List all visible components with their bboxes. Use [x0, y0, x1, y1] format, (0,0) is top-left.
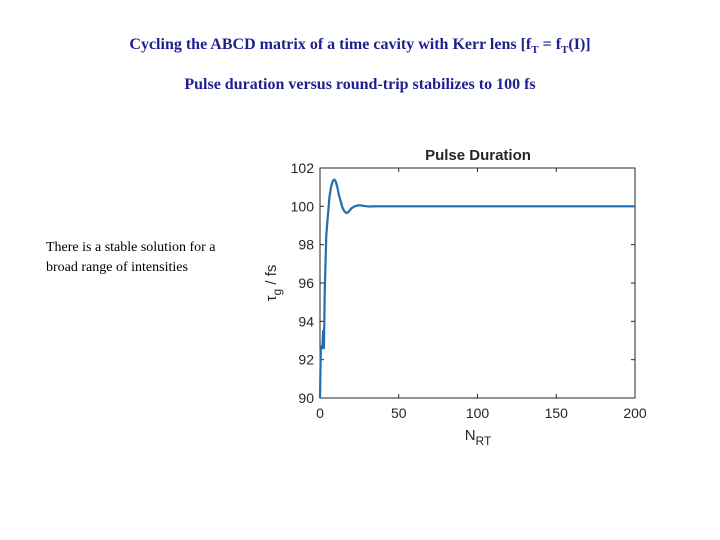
y-tick-label: 90	[298, 390, 314, 406]
chart-title: Pulse Duration	[425, 147, 531, 164]
slide-title-mid: = f	[538, 36, 562, 53]
data-series	[318, 178, 635, 399]
x-tick-label: 50	[391, 405, 407, 421]
y-tick-label: 92	[298, 352, 314, 368]
y-tick-label: 100	[291, 198, 315, 214]
y-tick-label: 94	[298, 313, 314, 329]
y-axis-ticks: 90 92 94 96 98 100 102	[291, 160, 635, 406]
side-note: There is a stable solution for a broad r…	[46, 240, 216, 275]
y-tick-label: 98	[298, 237, 314, 253]
x-axis-label: NRT	[465, 427, 492, 448]
x-axis-ticks: 0 50 100 150 200	[316, 168, 647, 421]
x-tick-label: 100	[466, 405, 490, 421]
pulse-duration-chart: Pulse Duration 90 92 94 96 98 100 102 0 50 100 15…	[263, 147, 647, 448]
pulse-duration-line	[318, 178, 635, 399]
y-tick-label: 102	[291, 160, 315, 176]
x-tick-label: 150	[545, 405, 569, 421]
slide-subtitle: Pulse duration versus round-trip stabili…	[184, 76, 536, 93]
x-axis-label-subscript: RT	[476, 434, 492, 448]
x-axis-label-main: N	[465, 427, 476, 444]
x-tick-label: 200	[623, 405, 647, 421]
y-axis-label-subscript: g	[270, 289, 284, 296]
y-axis-label-main: τ	[263, 295, 280, 301]
slide-title-prefix: Cycling the ABCD matrix of a time cavity…	[129, 36, 532, 53]
slide-title-subscript-1: T	[531, 44, 539, 56]
y-axis-label: τg / fs	[263, 265, 284, 302]
y-axis-label-unit: / fs	[263, 265, 280, 289]
chart-container: Pulse Duration 90 92 94 96 98 100 102 0 50 100 15…	[250, 140, 660, 460]
y-tick-label: 96	[298, 275, 314, 291]
slide-title: Cycling the ABCD matrix of a time cavity…	[0, 36, 720, 56]
plot-area-frame	[319, 167, 636, 399]
x-tick-label: 0	[316, 405, 324, 421]
slide-title-subscript-2: T	[561, 44, 569, 56]
slide-title-suffix: (I)]	[568, 36, 591, 53]
